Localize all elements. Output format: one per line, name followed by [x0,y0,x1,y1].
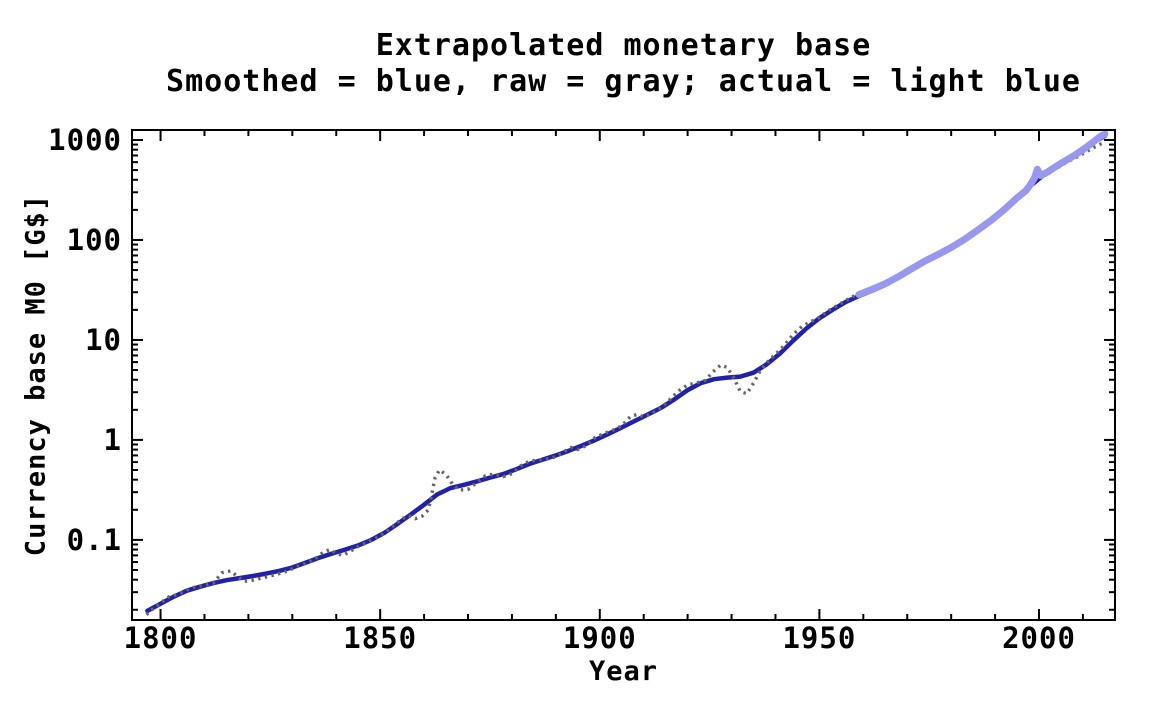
x-tick-label: 1900 [563,621,637,655]
series-smoothed [145,133,1108,614]
chart-subtitle: Smoothed = blue, raw = gray; actual = li… [166,64,1081,99]
y-tick-label: 100 [67,223,122,257]
y-tick-label: 1000 [48,123,122,157]
y-axis-label: Currency base M0 [G$] [20,193,52,557]
x-tick-label: 1850 [343,621,417,655]
x-ticks [159,130,1084,620]
series-actual [855,130,1109,298]
y-ticks [132,138,1115,611]
chart-title: Extrapolated monetary base [375,28,872,63]
y-tick-label: 10 [85,323,122,357]
x-tick-label: 1950 [782,621,856,655]
x-tick-label: 1800 [124,621,198,655]
x-tick-label: 2000 [1002,621,1076,655]
tick-labels: 1800 1850 1900 1950 2000 1000 100 10 1 0.1 [48,123,1076,655]
y-tick-label: 0.1 [67,523,122,557]
series-raw [145,140,1106,617]
x-axis-label: Year [588,656,659,687]
plot-frame [131,129,1116,621]
y-tick-label: 1 [104,423,122,457]
